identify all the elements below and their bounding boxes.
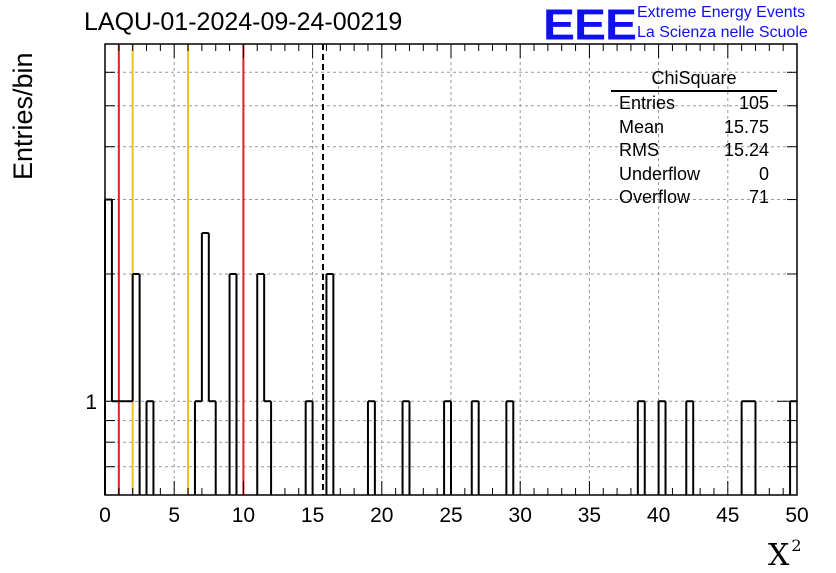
x-tick-label: 35 xyxy=(578,504,601,527)
x-tick-label: 5 xyxy=(168,504,180,527)
x-tick-label: 30 xyxy=(509,504,532,527)
chart-title: LAQU-01-2024-09-24-00219 xyxy=(84,8,403,36)
x-tick-label: 50 xyxy=(785,504,808,527)
y-tick-label: 1 xyxy=(85,391,97,414)
x-tick-label: 20 xyxy=(370,504,393,527)
x-tick-label: 25 xyxy=(439,504,462,527)
y-axis-label: Entries/bin xyxy=(8,52,38,180)
logo-line-2: La Scienza nelle Scuole xyxy=(637,24,808,41)
x-tick-label: 10 xyxy=(232,504,255,527)
stats-row-overflow: Overflow 71 xyxy=(619,187,769,207)
x-tick-label: 45 xyxy=(716,504,739,527)
stats-row-underflow: Underflow 0 xyxy=(619,163,769,184)
x-tick-label: 0 xyxy=(99,504,111,527)
x-tick-label: 15 xyxy=(301,504,324,527)
stats-row-mean: Mean 15.75 xyxy=(619,116,769,137)
eee-logo: EEE xyxy=(543,1,637,50)
logo-line-1: Extreme Energy Events xyxy=(637,4,806,21)
stats-row-entries: Entries 105 xyxy=(619,93,769,113)
stats-row-rms: RMS 15.24 xyxy=(619,140,769,160)
stats-box: ChiSquare Entries 105 Mean 15.75 RMS 15.24 … xyxy=(611,66,777,210)
x-tick-label: 40 xyxy=(647,504,670,527)
stats-title: ChiSquare xyxy=(611,66,777,92)
